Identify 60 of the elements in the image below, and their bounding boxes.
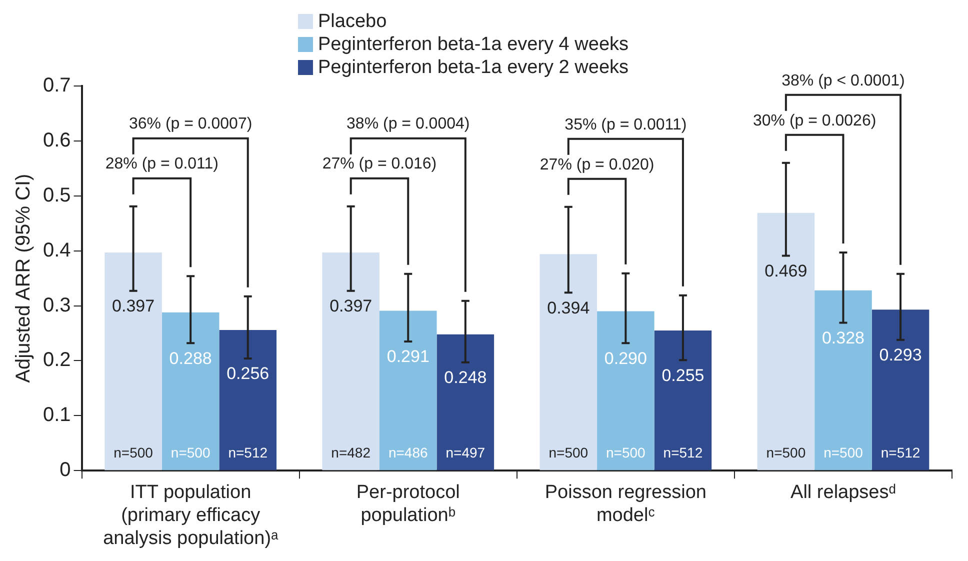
bar <box>436 334 494 470</box>
annotation: n=500 <box>824 444 864 460</box>
annotation: n=500 <box>766 444 806 460</box>
data-label: 0.248 <box>444 368 487 388</box>
data-label: 0.291 <box>386 347 430 366</box>
legend-label: Placebo <box>318 10 387 33</box>
annotation: n=500 <box>114 444 154 460</box>
y-axis-title: Adjusted ARR (95% CI) <box>12 174 35 383</box>
y-tick-label: 0.4 <box>42 239 71 262</box>
bar <box>219 330 277 470</box>
y-tick-label: 0.6 <box>42 129 71 152</box>
annotation: 30% (p = 0.0026) <box>752 112 876 130</box>
bar <box>597 311 654 470</box>
data-label: 0.288 <box>169 348 212 368</box>
annotation: 38% (p = 0.0004) <box>346 116 470 133</box>
annotation: 28% (p = 0.011) <box>105 156 218 173</box>
legend-label: Peginterferon beta-1a every 2 weeks <box>318 56 629 79</box>
data-label: 0.397 <box>330 296 372 316</box>
annotation: n=512 <box>663 444 703 460</box>
annotation: n=512 <box>228 444 268 460</box>
x-tick-label: All relapsesᵈ <box>790 482 896 504</box>
data-label: 0.394 <box>547 298 590 318</box>
annotation: n=512 <box>880 444 920 460</box>
annotation: n=500 <box>606 444 646 460</box>
x-tick-label: Poisson regression modelᶜ <box>544 482 706 526</box>
annotation: 35% (p = 0.0011) <box>564 116 687 134</box>
data-label: 0.255 <box>662 366 704 385</box>
annotation: 27% (p = 0.016) <box>322 156 437 173</box>
data-label: 0.290 <box>604 348 647 368</box>
annotation: 27% (p = 0.020) <box>540 156 654 174</box>
bar <box>654 330 712 470</box>
y-tick-label: 0.5 <box>42 184 71 206</box>
data-label: 0.397 <box>112 296 155 316</box>
data-label: 0.469 <box>764 261 808 280</box>
annotation: n=482 <box>331 444 371 460</box>
data-label: 0.293 <box>879 346 922 365</box>
y-tick-label: 0.1 <box>42 404 71 426</box>
y-tick-label: 0.7 <box>42 74 71 97</box>
bar <box>379 310 437 470</box>
x-tick-label: ITT population (primary efficacy analysis population)ᵃ <box>103 482 280 549</box>
annotation: 38% (p < 0.0001) <box>782 72 905 90</box>
data-label: 0.256 <box>226 364 270 384</box>
y-tick-label: 0.2 <box>42 349 71 372</box>
bar <box>757 212 815 470</box>
y-tick-label: 0 <box>60 459 71 482</box>
legend-label: Peginterferon beta-1a every 4 weeks <box>318 33 629 56</box>
bar <box>872 310 930 470</box>
annotation: n=500 <box>548 444 588 460</box>
annotation: 36% (p = 0.0007) <box>128 116 252 133</box>
annotation: n=497 <box>446 444 486 460</box>
annotation: n=486 <box>388 444 428 460</box>
bar <box>540 254 598 470</box>
x-tick-label: Per-protocol populationᵇ <box>356 482 460 526</box>
data-label: 0.328 <box>822 328 864 348</box>
bar <box>162 312 220 470</box>
bar <box>814 290 872 470</box>
y-tick-label: 0.3 <box>42 294 71 316</box>
annotation: n=500 <box>170 444 210 460</box>
bar <box>322 252 380 470</box>
bar <box>104 252 162 470</box>
